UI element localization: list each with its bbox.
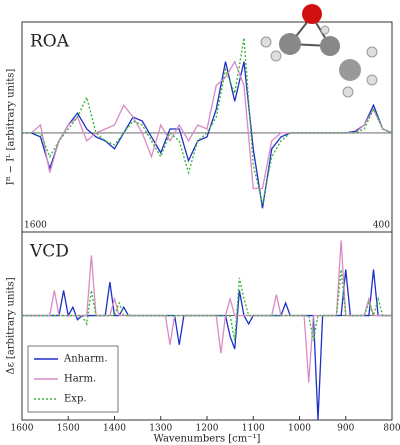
plot-area <box>22 240 392 420</box>
series-line <box>22 61 392 209</box>
x-tick-label: 1000 <box>288 424 311 434</box>
legend-label: Anharm. <box>63 354 108 365</box>
legend-label: Exp. <box>64 394 87 405</box>
x-tick-label: 1300 <box>149 424 172 434</box>
panel-title: ROA <box>30 32 70 52</box>
series-line <box>22 37 392 205</box>
plot-area <box>22 37 392 209</box>
x-tick-label: 1600 <box>11 424 34 434</box>
molecule <box>260 4 378 98</box>
y-axis-label: Iᴿ − Iᴸ [arbitrary units] <box>6 69 17 186</box>
x-tick-label: 1500 <box>57 424 80 434</box>
x-tick-label: 1400 <box>103 424 126 434</box>
series-line <box>22 60 392 190</box>
legend-label: Harm. <box>64 374 96 385</box>
legend-box <box>27 345 119 413</box>
panel-title: VCD <box>29 242 69 262</box>
annotation: 1600 <box>24 221 47 231</box>
x-axis-label: Wavenumbers [cm⁻¹] <box>154 434 261 445</box>
x-tick-label: 1100 <box>242 424 265 434</box>
x-tick-label: 900 <box>337 424 354 434</box>
x-tick-label: 1200 <box>196 424 219 434</box>
series-line <box>22 269 392 341</box>
x-tick-label: 800 <box>383 424 400 434</box>
y-axis-label: Δε [arbitrary units] <box>6 277 17 374</box>
annotation: 400 <box>373 221 390 231</box>
